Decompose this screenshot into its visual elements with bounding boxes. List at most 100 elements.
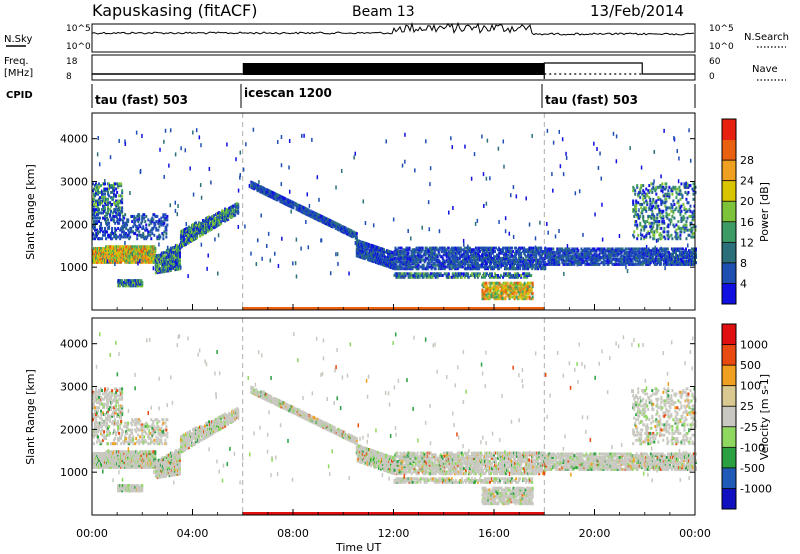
range-gate-cell [251, 184, 254, 188]
range-gate-cell [312, 211, 315, 215]
range-gate-cell [178, 257, 181, 261]
range-gate-cell [184, 242, 187, 246]
range-gate-cell [143, 247, 146, 251]
range-gate-cell [178, 251, 181, 255]
range-gate-cell [390, 257, 393, 261]
range-gate-cell [251, 181, 254, 185]
range-gate-cell [372, 258, 375, 262]
range-gate-cell [295, 202, 298, 206]
range-gate-cell [324, 222, 327, 226]
range-gate-cell [187, 237, 190, 241]
range-gate-cell [386, 254, 389, 258]
range-gate-cell [104, 192, 107, 196]
range-gate-cell [436, 263, 439, 267]
range-gate-cell [110, 190, 113, 194]
range-gate-cell [116, 252, 119, 256]
range-gate-cell [94, 184, 97, 188]
range-gate-cell [414, 248, 417, 252]
range-gate-cell [99, 225, 102, 229]
range-gate-cell [133, 282, 136, 286]
range-gate-cell [162, 220, 165, 224]
range-gate-cell [162, 233, 165, 237]
range-gate-cell [104, 206, 107, 210]
range-gate-cell [133, 255, 136, 259]
range-gate-cell [425, 250, 428, 254]
range-gate-cell [251, 186, 254, 190]
range-gate-cell [283, 200, 286, 204]
range-gate-cell [422, 263, 425, 267]
range-gate-cell [101, 253, 104, 257]
range-gate-cell [177, 267, 180, 271]
range-gate-cell [368, 258, 371, 262]
range-gate-cell [112, 197, 115, 201]
range-gate-cell [581, 252, 584, 256]
range-gate-cell [404, 253, 407, 257]
range-gate-cell [125, 245, 128, 249]
range-gate-cell [678, 250, 681, 254]
range-gate-cell [119, 247, 122, 251]
range-gate-cell [117, 280, 120, 284]
range-gate-cell [362, 241, 365, 245]
range-gate-cell [381, 258, 384, 262]
range-gate-cell [176, 264, 179, 268]
range-gate-cell [174, 264, 177, 268]
range-gate-cell [177, 257, 180, 261]
range-gate-cell [392, 261, 395, 265]
range-gate-cell [416, 253, 419, 257]
range-gate-cell [152, 253, 155, 257]
range-gate-cell [434, 258, 437, 262]
range-gate-cell [384, 257, 387, 261]
range-gate-cell [381, 252, 384, 256]
range-gate-cell [126, 233, 129, 237]
range-gate-cell [427, 250, 430, 254]
range-gate-cell [405, 246, 408, 250]
range-gate-cell [175, 261, 178, 265]
range-gate-cell [302, 211, 305, 215]
range-gate-cell [132, 225, 135, 229]
range-gate-cell [170, 255, 173, 259]
range-gate-cell [199, 225, 202, 229]
range-gate-cell [634, 189, 637, 193]
range-gate-cell [402, 251, 405, 255]
range-gate-cell [124, 247, 127, 251]
range-gate-cell [316, 214, 319, 218]
range-gate-cell [122, 214, 125, 218]
range-gate-cell [432, 262, 435, 266]
range-gate-cell [433, 246, 436, 250]
range-gate-cell [314, 215, 317, 219]
range-gate-cell [207, 215, 210, 219]
range-gate-cell [118, 201, 121, 205]
range-gate-cell [166, 269, 169, 273]
range-gate-cell [137, 220, 140, 224]
range-gate-cell [443, 250, 446, 254]
range-gate-cell [220, 213, 223, 217]
range-gate-cell [137, 255, 140, 259]
range-gate-cell [253, 185, 256, 189]
range-gate-cell [376, 261, 379, 265]
range-gate-cell [636, 223, 639, 227]
range-gate-cell [127, 252, 130, 256]
range-gate-cell [120, 209, 123, 213]
range-gate-cell [97, 208, 100, 212]
range-gate-cell [116, 253, 119, 257]
range-gate-cell [276, 193, 279, 197]
range-gate-cell [265, 188, 268, 192]
range-gate-cell [411, 265, 414, 269]
range-gate-cell [125, 226, 128, 230]
range-gate-cell [381, 259, 384, 263]
range-gate-cell [164, 254, 167, 258]
range-gate-cell [103, 206, 106, 210]
range-gate-cell [405, 248, 408, 252]
range-gate-cell [420, 255, 423, 259]
range-gate-cell [400, 256, 403, 260]
range-gate-cell [405, 255, 408, 259]
range-gate-cell [430, 260, 433, 264]
range-gate-cell [210, 222, 213, 226]
range-gate-cell [305, 207, 308, 211]
range-gate-cell [634, 262, 637, 266]
range-gate-cell [122, 235, 125, 239]
range-gate-cell [139, 245, 142, 249]
range-gate-cell [118, 211, 121, 215]
range-gate-cell [143, 255, 146, 259]
range-gate-cell [127, 247, 130, 251]
